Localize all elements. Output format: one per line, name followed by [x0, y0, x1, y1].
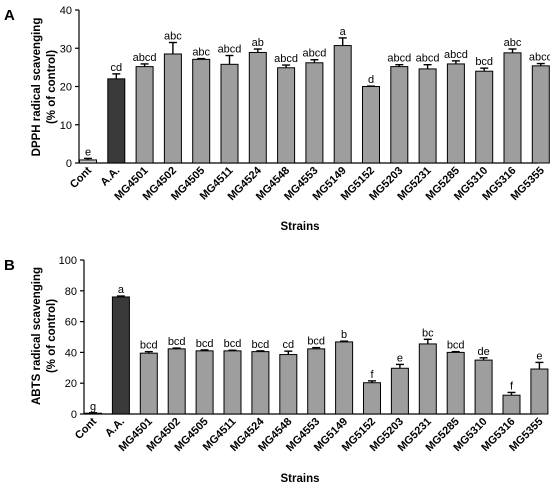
- panel-b: B ABTS radical scavenging (% of control)…: [4, 255, 549, 484]
- panel-a-label: A: [4, 7, 15, 24]
- panel-a-bar: [362, 86, 380, 164]
- panel-a-bar: [277, 67, 296, 164]
- panel-b-significance-letter: f: [510, 380, 514, 392]
- panel-a-bar: [418, 68, 437, 164]
- panel-b-significance-letter: bcd: [447, 340, 465, 352]
- panel-b-significance-letter: bcd: [224, 338, 242, 350]
- panel-b-marks: 020406080100gContaA.A.bcdMG4501bcdMG4502…: [59, 255, 549, 454]
- panel-b-ytick-label: 60: [65, 317, 77, 329]
- panel-b-significance-letter: bcd: [168, 336, 186, 348]
- panel-a-marks: 010203040eContcdA.A.abcdMG4501abcMG4502a…: [60, 5, 550, 203]
- panel-b-bar: [251, 351, 270, 415]
- panel-b-xtick-label: A.A.: [103, 416, 127, 440]
- panel-b-bar: [279, 354, 298, 415]
- panel-a-bar: [475, 70, 494, 164]
- panel-b-significance-letter: bc: [422, 327, 434, 339]
- panel-b-significance-letter: bcd: [196, 338, 214, 350]
- panel-a-significance-letter: bcd: [475, 56, 493, 68]
- panel-b-bar: [363, 382, 381, 415]
- panel-a-bar: [192, 58, 211, 164]
- panel-b-ytick-label: 20: [65, 378, 77, 390]
- panel-a-significance-letter: abcd: [416, 53, 440, 65]
- panel-a-significance-letter: abcd: [133, 52, 157, 64]
- panel-a-bar: [220, 63, 239, 164]
- panel-a-significance-letter: abcd: [387, 53, 411, 65]
- panel-b-bar: [307, 348, 326, 415]
- panel-b-ytick-label: 40: [65, 347, 77, 359]
- panel-a-ytick-label: 40: [60, 5, 72, 17]
- panel-a: A DPPH radical scavenging (% of control)…: [4, 5, 550, 233]
- panel-b-ytick-label: 100: [59, 255, 77, 267]
- panel-a-ylabel-line1: DPPH radical scavenging: [31, 18, 43, 157]
- panel-b-significance-letter: bcd: [307, 336, 325, 348]
- panel-a-significance-letter: ab: [252, 37, 264, 49]
- panel-a-bar: [531, 65, 550, 164]
- panel-b-significance-letter: cd: [282, 339, 294, 351]
- panel-b-label: B: [4, 257, 15, 274]
- panel-a-significance-letter: abcd: [302, 48, 326, 60]
- panel-b-significance-letter: de: [477, 346, 489, 358]
- panel-b-bar: [474, 359, 493, 415]
- panel-a-ytick-label: 10: [60, 120, 72, 132]
- panel-a-ylabel-line2: (% of control): [46, 50, 58, 124]
- panel-b-significance-letter: a: [118, 284, 125, 296]
- panel-b-bar: [418, 343, 437, 415]
- panel-b-bar: [502, 394, 521, 415]
- panel-a-bar: [446, 63, 465, 164]
- panel-a-significance-letter: abcd: [274, 53, 298, 65]
- panel-a-bar: [79, 159, 97, 164]
- panel-b-significance-letter: bcd: [252, 339, 270, 351]
- panel-b-significance-letter: e: [397, 352, 403, 364]
- panel-b-significance-letter: g: [90, 401, 96, 413]
- panel-b-bar: [223, 350, 242, 415]
- panel-a-significance-letter: abc: [164, 31, 182, 43]
- panel-b-bar: [530, 368, 549, 415]
- panel-b-bar: [446, 351, 465, 415]
- panel-a-bar: [333, 45, 352, 164]
- panel-a-significance-letter: cd: [110, 62, 122, 74]
- panel-b-ytick-label: 0: [71, 409, 77, 421]
- panel-a-bar: [248, 51, 267, 164]
- panel-b-significance-letter: b: [341, 329, 347, 341]
- panel-a-significance-letter: abcd: [444, 49, 468, 61]
- panel-b-bar: [390, 367, 409, 415]
- panel-a-significance-letter: d: [368, 74, 374, 86]
- panel-b-bar: [195, 350, 214, 415]
- panel-a-ytick-label: 20: [60, 82, 72, 94]
- panel-b-ylabel-line2: (% of control): [46, 299, 58, 373]
- panel-a-significance-letter: e: [85, 146, 91, 158]
- panel-a-xtick-label: A.A.: [98, 165, 122, 189]
- panel-a-bar: [390, 66, 409, 164]
- panel-b-significance-letter: bcd: [140, 340, 158, 352]
- panel-a-significance-letter: abcd: [218, 44, 242, 56]
- panel-b-ytick-label: 80: [65, 286, 77, 298]
- panel-a-xlabel: Strains: [281, 221, 320, 233]
- panel-a-bar: [163, 53, 182, 164]
- panel-b-ylabel-line1: ABTS radical scavenging: [31, 267, 43, 405]
- panel-a-significance-letter: abcd: [529, 52, 550, 64]
- panel-a-ytick-label: 30: [60, 43, 72, 55]
- panel-a-bar: [107, 78, 126, 164]
- panel-b-significance-letter: e: [536, 350, 542, 362]
- panel-b-bar: [335, 341, 354, 415]
- panel-a-significance-letter: abc: [192, 47, 210, 59]
- panel-b-bar: [167, 348, 186, 415]
- panel-b-significance-letter: f: [370, 369, 374, 381]
- panel-a-significance-letter: abc: [504, 37, 522, 49]
- panel-a-significance-letter: a: [340, 26, 347, 38]
- panel-b-bar: [111, 296, 130, 415]
- panel-a-bar: [135, 66, 154, 164]
- panel-b-xlabel: Strains: [281, 473, 320, 484]
- panel-a-ytick-label: 0: [66, 158, 72, 170]
- panel-a-bar: [305, 62, 324, 164]
- panel-b-bar: [139, 352, 158, 415]
- panel-a-bar: [503, 52, 522, 164]
